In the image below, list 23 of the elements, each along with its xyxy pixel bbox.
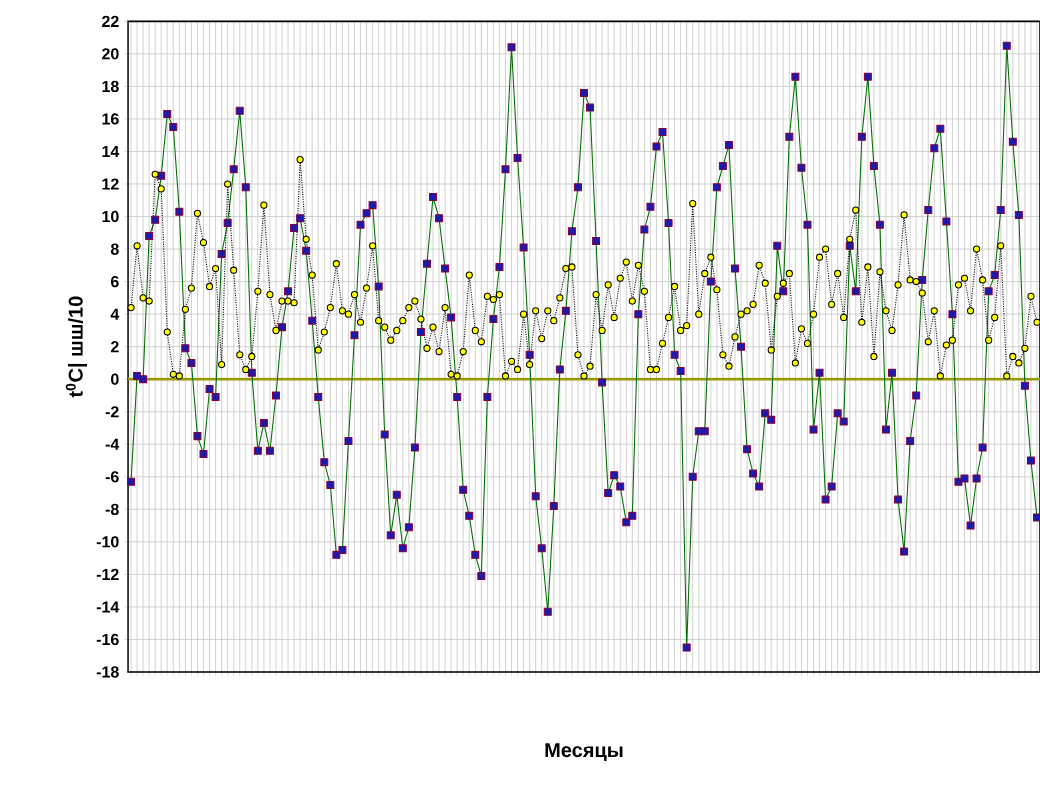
y-tick-label: -14 bbox=[96, 601, 120, 613]
y-tick-label: 6 bbox=[110, 275, 119, 288]
y-tick-label: -12 bbox=[96, 568, 119, 580]
y-tick-label: 4 bbox=[110, 308, 120, 320]
y-tick-label: 12 bbox=[102, 178, 119, 190]
y-tick-label: -8 bbox=[105, 503, 119, 515]
y-tick-label: 22 bbox=[102, 15, 119, 27]
y-tick-label: 10 bbox=[102, 210, 119, 223]
y-tick-label: 14 bbox=[102, 145, 120, 157]
y-tick-label: -6 bbox=[105, 471, 119, 483]
y-tick-label: -10 bbox=[96, 536, 119, 548]
y-tick-label: -16 bbox=[96, 633, 119, 646]
y-tick-label: 20 bbox=[102, 48, 119, 60]
y-tick-label: 8 bbox=[110, 243, 119, 255]
y-tick-label: 18 bbox=[102, 80, 119, 93]
y-tick-label: -4 bbox=[105, 438, 120, 450]
y-tick-label: -2 bbox=[105, 406, 119, 418]
x-axis-title: Месяцы bbox=[545, 743, 623, 761]
y-tick-label: 0 bbox=[111, 373, 119, 385]
y-tick-label: 2 bbox=[110, 341, 119, 353]
y-tick-label: 16 bbox=[102, 113, 119, 125]
y-axis-title: t$^{0}$C| шш/10 bbox=[65, 296, 88, 398]
y-tick-label: -18 bbox=[96, 666, 119, 678]
